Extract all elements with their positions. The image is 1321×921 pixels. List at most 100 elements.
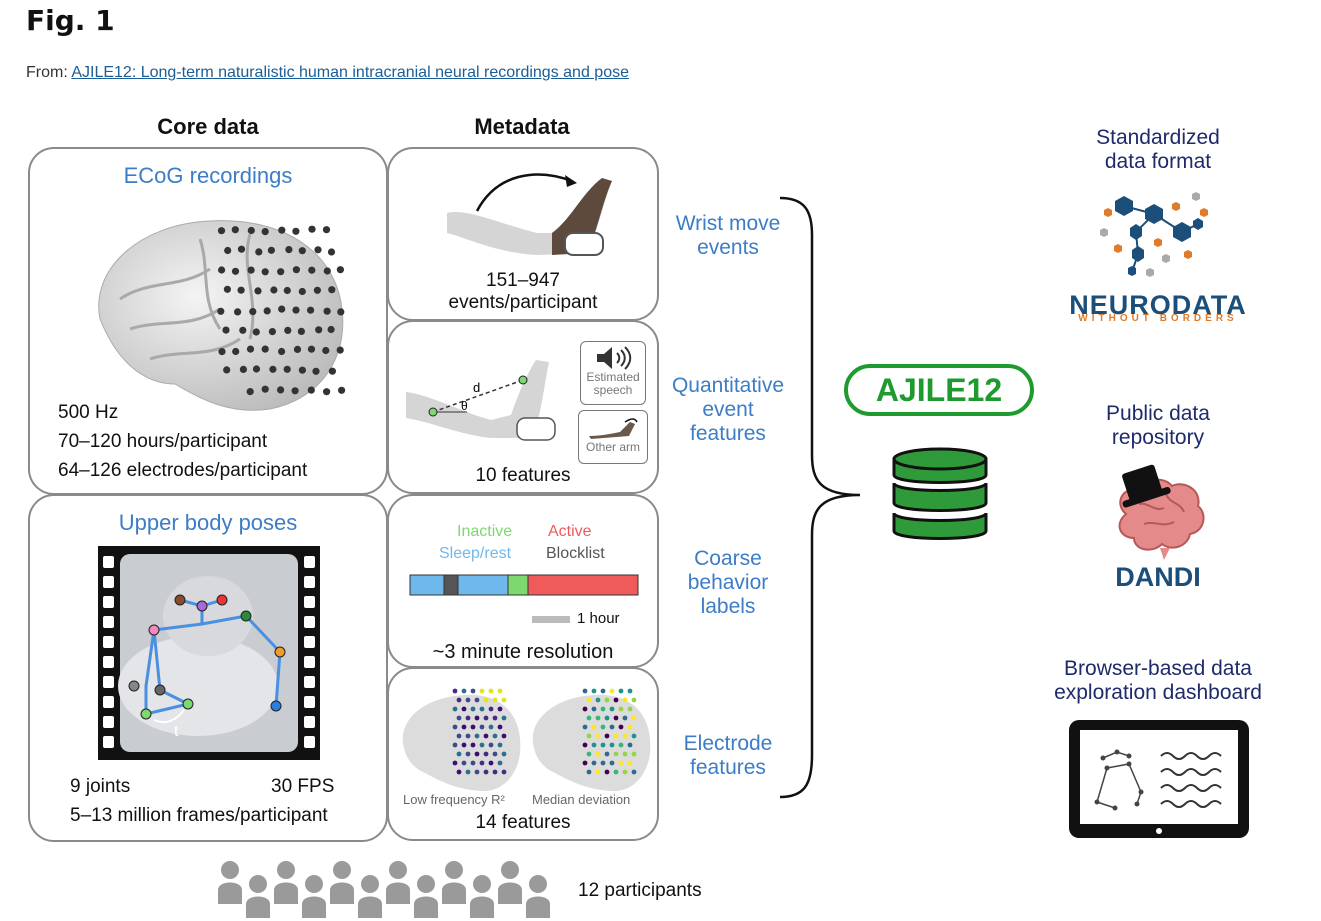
electrode-value-dot <box>622 697 628 703</box>
median-deviation-label: Median deviation <box>532 792 631 807</box>
electrode-dot <box>298 366 306 374</box>
electrode-value-dot <box>492 715 498 721</box>
electrode-value-dot <box>501 715 507 721</box>
electrode-label-line1: Electrode <box>683 732 773 755</box>
electrode-dot <box>297 327 305 335</box>
nwb-heading: Standardized data format <box>1060 126 1256 174</box>
repo-heading-line2: repository <box>1111 426 1205 449</box>
electrode-features-count: 14 features <box>475 812 571 833</box>
electrode-value-dot <box>461 742 467 748</box>
electrode-value-dot <box>479 760 485 766</box>
film-hole <box>103 596 114 608</box>
participant-icon <box>470 875 494 918</box>
film-hole <box>304 736 315 748</box>
pose-frames: 5–13 million frames/participant <box>70 805 328 826</box>
film-hole <box>103 696 114 708</box>
quant-label-line1: Quantitative <box>671 374 785 397</box>
participant-icon <box>330 861 354 904</box>
electrode-value-dot <box>627 742 633 748</box>
sleep-legend: Sleep/rest <box>439 545 512 562</box>
poses-title: Upper body poses <box>118 510 298 535</box>
electrode-value-dot <box>618 742 624 748</box>
estimated-speech-box: Estimated speech <box>580 341 646 405</box>
electrode-value-dot <box>483 751 489 757</box>
electrode-dot <box>323 388 331 396</box>
electrode-value-dot <box>622 769 628 775</box>
electrode-dot <box>267 246 275 254</box>
electrode-value-dot <box>465 697 471 703</box>
electrode-value-dot <box>591 688 597 694</box>
participant-icon <box>414 875 438 918</box>
electrode-features-label: Electrode features <box>660 732 796 780</box>
electrode-dot <box>315 326 323 334</box>
electrode-value-dot <box>622 733 628 739</box>
electrode-value-dot <box>609 706 615 712</box>
electrode-value-dot <box>600 724 606 730</box>
reach-measure-illustration: d θ <box>406 360 556 441</box>
electrode-value-dot <box>613 697 619 703</box>
electrode-dot <box>218 348 226 356</box>
electrode-value-dot <box>479 688 485 694</box>
coarse-labels-panel: Inactive Active Sleep/rest Blocklist 1 h… <box>387 494 659 668</box>
electrode-value-dot <box>488 688 494 694</box>
video-frame-illustration: t <box>98 546 320 760</box>
electrode-value-dot <box>483 715 489 721</box>
electrode-dot <box>268 328 276 336</box>
electrode-dot <box>217 307 225 315</box>
electrode-value-dot <box>483 769 489 775</box>
film-hole <box>103 716 114 728</box>
nwb-network-icon <box>1100 192 1208 277</box>
electrode-value-dot <box>474 715 480 721</box>
blocklist-legend: Blocklist <box>546 545 605 562</box>
electrode-value-dot <box>609 724 615 730</box>
film-hole <box>304 636 315 648</box>
electrode-dot <box>293 345 302 353</box>
film-hole <box>103 736 114 748</box>
electrode-value-dot <box>631 733 637 739</box>
electrode-value-dot <box>604 769 610 775</box>
electrode-value-dot <box>474 697 480 703</box>
behavior-timeline-bar <box>409 574 639 596</box>
electrode-value-dot <box>604 751 610 757</box>
electrode-value-dot <box>461 760 467 766</box>
electrode-dot <box>234 308 242 316</box>
electrode-dot <box>328 367 336 375</box>
electrode-dot <box>246 345 255 353</box>
participant-icon <box>302 875 326 918</box>
electrode-value-dot <box>470 706 476 712</box>
electrode-value-dot <box>613 715 619 721</box>
coarse-label-line3: labels <box>700 595 756 618</box>
electrode-dot <box>336 346 344 354</box>
scale-bar <box>532 616 570 623</box>
electrode-value-dot <box>488 706 494 712</box>
participant-icon <box>498 861 522 904</box>
electrode-value-dot <box>627 724 633 730</box>
electrode-dot <box>261 268 269 276</box>
wrist-events-range: 151–947 <box>486 270 560 291</box>
electrode-value-dot <box>470 742 476 748</box>
electrode-dot <box>291 387 299 395</box>
electrode-dot <box>223 366 231 374</box>
electrode-value-dot <box>465 751 471 757</box>
time-arrow-label: t <box>174 723 179 740</box>
active-legend: Active <box>548 523 592 540</box>
electrode-value-dot <box>474 751 480 757</box>
electrode-dot <box>322 226 331 234</box>
film-hole <box>304 656 315 668</box>
distance-label: d <box>473 380 480 395</box>
electrode-value-dot <box>595 715 601 721</box>
ecog-panel: ECoG recordings 500 Hz 70–120 hours/part… <box>28 147 388 495</box>
source-article-link[interactable]: AJILE12: Long-term naturalistic human in… <box>71 64 629 81</box>
electrode-value-dot <box>622 751 628 757</box>
electrode-dot <box>312 367 320 375</box>
electrode-value-dot <box>492 769 498 775</box>
electrode-dot <box>327 248 336 256</box>
speech-label-2: speech <box>593 383 633 397</box>
repository-heading: Public data repository <box>1070 402 1246 450</box>
grouping-brace <box>779 196 861 799</box>
electrode-value-dot <box>613 733 619 739</box>
electrode-dot <box>255 248 263 256</box>
participants-icons <box>218 861 550 918</box>
quantitative-features-panel: d θ Estimated speech Other arm 10 featur… <box>387 320 659 494</box>
nwb-heading-line1: Standardized <box>1096 126 1220 149</box>
